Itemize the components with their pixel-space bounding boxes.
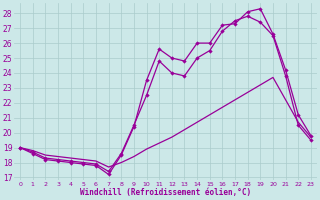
X-axis label: Windchill (Refroidissement éolien,°C): Windchill (Refroidissement éolien,°C)	[80, 188, 251, 197]
